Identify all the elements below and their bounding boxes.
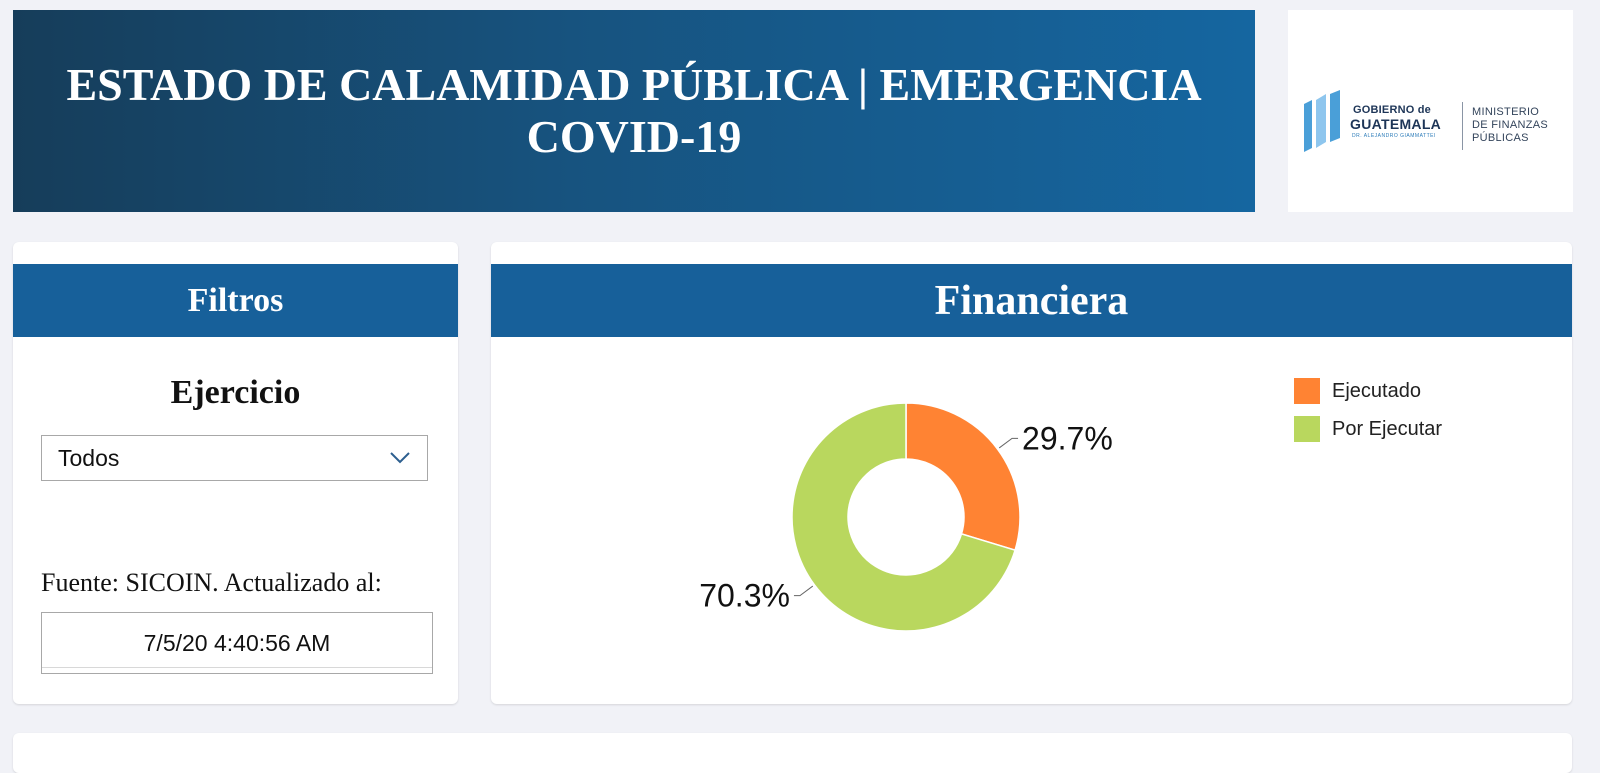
updated-date-field: 7/5/20 4:40:56 AM	[41, 612, 433, 674]
logo-ministerio-line1: MINISTERIO	[1472, 106, 1540, 118]
financiera-donut-chart: 29.7% 70.3%	[699, 402, 1113, 632]
leader-line-por-ejecutar	[793, 585, 814, 597]
fuente-text: Fuente: SICOIN. Actualizado al:	[41, 568, 382, 597]
filters-header: Filtros	[13, 264, 458, 337]
logo-ministerio-line2: DE FINANZAS	[1472, 119, 1549, 131]
bottom-card	[13, 733, 1572, 773]
page-title: ESTADO DE CALAMIDAD PÚBLICA | EMERGENCIA…	[66, 59, 1201, 163]
logo-divider	[1462, 102, 1463, 150]
donut-slice-ejecutado[interactable]	[905, 402, 1021, 552]
chart-legend: Ejecutado Por Ejecutar	[1294, 372, 1442, 448]
ejercicio-select-value: Todos	[58, 444, 120, 471]
data-label-ejecutado: 29.7%	[1022, 420, 1113, 456]
legend-swatch-por-ejecutar	[1294, 416, 1320, 442]
guatemala-flag-logo-icon	[1304, 90, 1340, 152]
donut-slice-por-ejecutar[interactable]	[791, 402, 1017, 632]
ejercicio-select[interactable]: Todos	[41, 435, 428, 481]
financiera-header: Financiera	[491, 264, 1572, 337]
leader-line-ejecutado	[998, 437, 1019, 449]
logo-gobierno-text: GOBIERNO de	[1353, 104, 1431, 116]
logo-guatemala-text: GUATEMALA	[1350, 116, 1442, 132]
legend-label-por-ejecutar: Por Ejecutar	[1332, 417, 1443, 440]
logo-ministerio-line3: PÚBLICAS	[1472, 132, 1529, 144]
legend-item-por-ejecutar[interactable]: Por Ejecutar	[1294, 410, 1442, 448]
logo-subtitle: DR. ALEJANDRO GIAMMATTEI	[1352, 133, 1436, 139]
legend-label-ejecutado: Ejecutado	[1332, 379, 1421, 402]
logo-card: GOBIERNO de GUATEMALA DR. ALEJANDRO GIAM…	[1288, 10, 1573, 212]
ejercicio-label: Ejercicio	[170, 374, 301, 411]
page-title-line1: ESTADO DE CALAMIDAD PÚBLICA | EMERGENCIA	[66, 59, 1202, 110]
filters-card: Filtros Ejercicio Todos Fuente: SICOIN. …	[13, 242, 458, 704]
legend-swatch-ejecutado	[1294, 378, 1320, 404]
header-banner: ESTADO DE CALAMIDAD PÚBLICA | EMERGENCIA…	[13, 10, 1255, 212]
updated-date-value: 7/5/20 4:40:56 AM	[143, 629, 331, 656]
financiera-card: Financiera 29.7% 70.3% Ejecutado Por Ejec…	[491, 242, 1572, 704]
chevron-down-icon	[390, 452, 410, 464]
legend-item-ejecutado[interactable]: Ejecutado	[1294, 372, 1442, 410]
page-title-line2: COVID-19	[526, 111, 742, 162]
logo-ministerio: MINISTERIO DE FINANZAS PÚBLICAS	[1472, 106, 1567, 145]
data-label-por-ejecutar: 70.3%	[699, 578, 790, 614]
